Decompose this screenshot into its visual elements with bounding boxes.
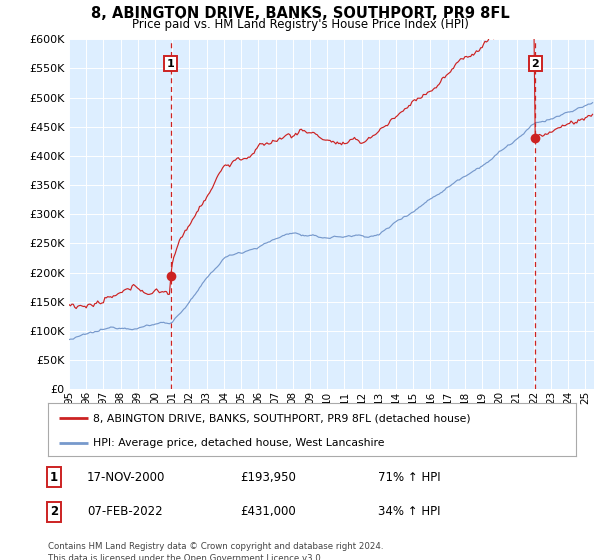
Text: 8, ABINGTON DRIVE, BANKS, SOUTHPORT, PR9 8FL (detached house): 8, ABINGTON DRIVE, BANKS, SOUTHPORT, PR9… [93,413,470,423]
Text: £193,950: £193,950 [240,470,296,484]
Text: Price paid vs. HM Land Registry's House Price Index (HPI): Price paid vs. HM Land Registry's House … [131,18,469,31]
Text: 8, ABINGTON DRIVE, BANKS, SOUTHPORT, PR9 8FL: 8, ABINGTON DRIVE, BANKS, SOUTHPORT, PR9… [91,6,509,21]
Text: 1: 1 [167,59,175,69]
Text: HPI: Average price, detached house, West Lancashire: HPI: Average price, detached house, West… [93,438,385,448]
Text: Contains HM Land Registry data © Crown copyright and database right 2024.
This d: Contains HM Land Registry data © Crown c… [48,542,383,560]
Text: 2: 2 [532,59,539,69]
Text: 17-NOV-2000: 17-NOV-2000 [87,470,166,484]
Text: 34% ↑ HPI: 34% ↑ HPI [378,505,440,519]
Text: 71% ↑ HPI: 71% ↑ HPI [378,470,440,484]
Text: 1: 1 [50,470,58,484]
Text: £431,000: £431,000 [240,505,296,519]
Text: 07-FEB-2022: 07-FEB-2022 [87,505,163,519]
Text: 2: 2 [50,505,58,519]
